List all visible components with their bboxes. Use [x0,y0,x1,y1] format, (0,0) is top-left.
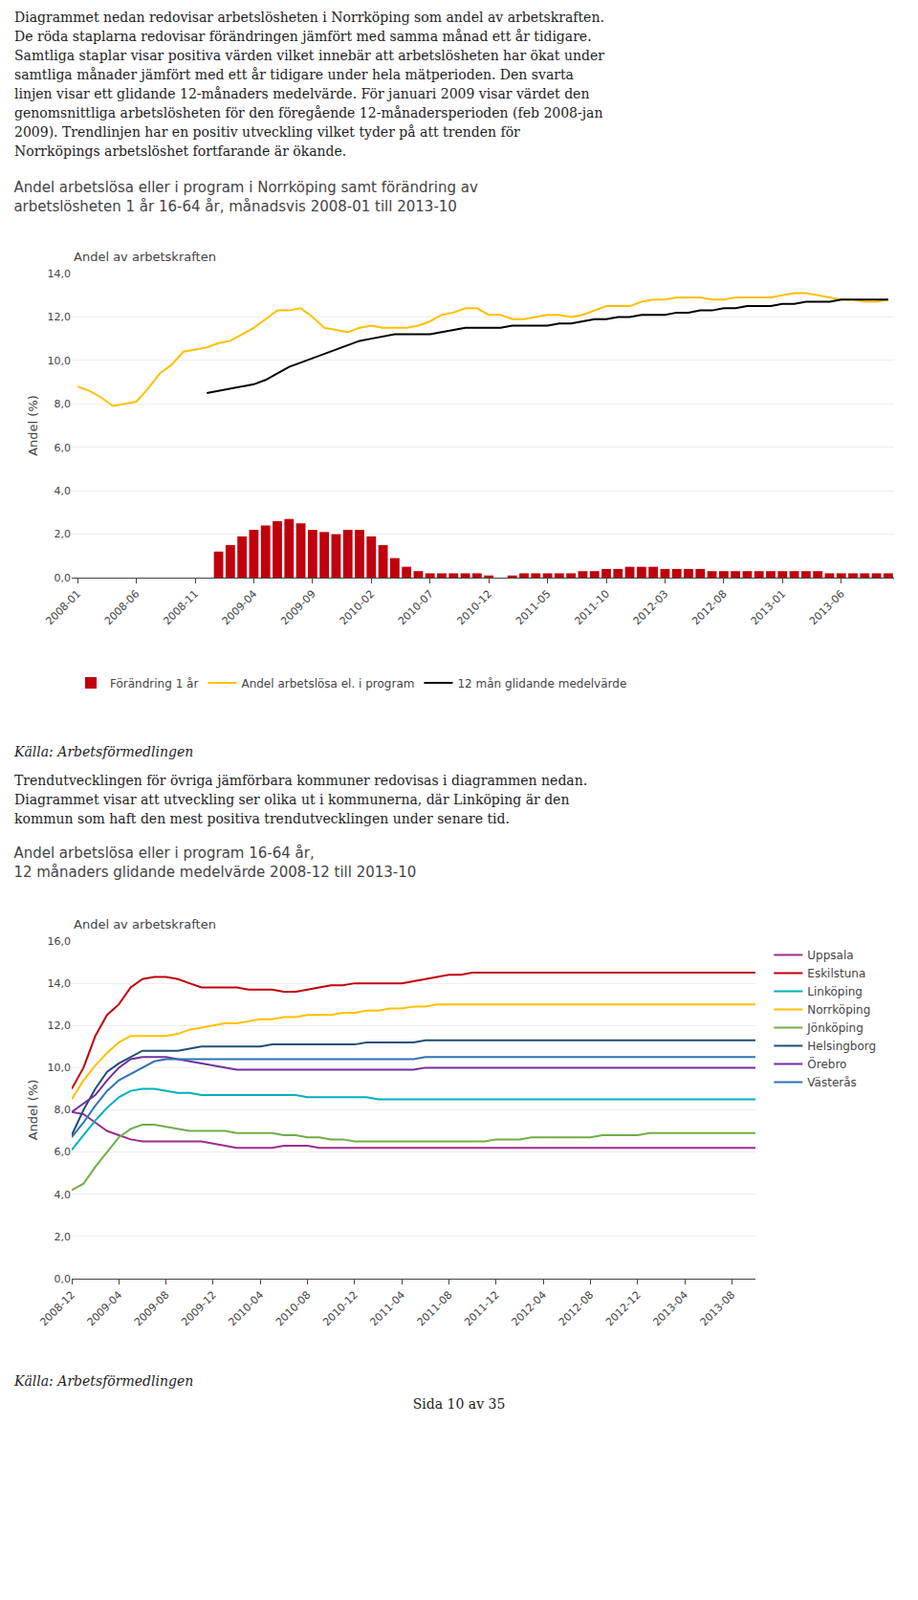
svg-text:2013-08: 2013-08 [698,1289,739,1330]
svg-text:8,0: 8,0 [54,397,72,411]
svg-text:Örebro: Örebro [807,1055,847,1071]
svg-text:2012-04: 2012-04 [508,1289,549,1330]
svg-text:2013-01: 2013-01 [748,588,789,629]
svg-text:2010-04: 2010-04 [226,1289,267,1330]
svg-text:14,0: 14,0 [47,267,72,281]
svg-text:2009-08: 2009-08 [131,1289,173,1330]
svg-text:2008-01: 2008-01 [43,588,84,629]
svg-text:2008-06: 2008-06 [102,588,143,629]
svg-text:2012-12: 2012-12 [603,1289,644,1330]
svg-text:2013-06: 2013-06 [807,588,848,629]
svg-text:2,0: 2,0 [54,527,72,541]
svg-text:2009-09: 2009-09 [278,588,319,629]
svg-text:2011-08: 2011-08 [415,1289,456,1330]
svg-text:Jönköping: Jönköping [806,1021,864,1035]
svg-text:2009-04: 2009-04 [219,588,261,629]
svg-text:2013-04: 2013-04 [650,1289,691,1330]
svg-text:Uppsala: Uppsala [807,948,853,962]
svg-text:0,0: 0,0 [54,571,72,585]
html-text:Källa: Arbetsförmedlingen: Källa: Arbetsförmedlingen [14,1373,194,1389]
svg-text:12,0: 12,0 [47,1019,72,1032]
html-text:Trendutvecklingen för övriga j: Trendutvecklingen för övriga jämförbara … [14,772,588,827]
svg-text:Eskilstuna: Eskilstuna [807,966,866,981]
svg-text:2009-04: 2009-04 [85,1289,126,1330]
svg-text:10,0: 10,0 [47,1061,72,1074]
svg-text:16,0: 16,0 [47,935,72,948]
svg-text:2010-12: 2010-12 [454,588,495,629]
svg-text:Andel arbetslösa el. i program: Andel arbetslösa el. i program [240,677,415,691]
svg-text:2,0: 2,0 [54,1230,72,1244]
html-text:Sida 10 av 35: Sida 10 av 35 [412,1396,506,1412]
svg-text:2010-08: 2010-08 [273,1289,314,1330]
html-text:Diagrammet nedan redovisar arb: Diagrammet nedan redovisar arbetslöshete… [14,9,605,159]
svg-text:10,0: 10,0 [47,354,72,368]
svg-text:Andel av arbetskraften: Andel av arbetskraften [73,249,217,264]
svg-text:2008-11: 2008-11 [160,588,201,629]
svg-text:2010-02: 2010-02 [337,588,378,629]
svg-text:Andel (%): Andel (%) [25,1079,41,1141]
svg-text:2012-03: 2012-03 [631,588,672,629]
svg-text:8,0: 8,0 [54,1103,72,1116]
svg-text:12 mån glidande medelvärde: 12 mån glidande medelvärde [457,677,627,691]
svg-text:Norrköping: Norrköping [807,1003,871,1017]
svg-text:2011-10: 2011-10 [571,588,612,629]
svg-text:2009-12: 2009-12 [178,1289,219,1330]
svg-text:Helsingborg: Helsingborg [807,1039,876,1053]
svg-text:Andel av arbetskraften: Andel av arbetskraften [73,917,217,932]
svg-text:2012-08: 2012-08 [556,1289,597,1330]
svg-text:2008-12: 2008-12 [37,1289,78,1330]
html-text:Källa: Arbetsförmedlingen: Källa: Arbetsförmedlingen [14,743,194,760]
svg-text:Andel arbetslösa eller i progr: Andel arbetslösa eller i program i Norrk… [13,178,478,216]
svg-text:2012-08: 2012-08 [689,588,730,629]
svg-text:4,0: 4,0 [54,1188,72,1202]
svg-text:12,0: 12,0 [47,310,72,324]
svg-text:2011-12: 2011-12 [461,1289,503,1330]
svg-text:4,0: 4,0 [54,484,72,498]
svg-text:0,0: 0,0 [54,1272,72,1286]
svg-text:2010-12: 2010-12 [320,1289,361,1330]
svg-text:Linköping: Linköping [807,984,863,999]
svg-text:2011-04: 2011-04 [367,1289,408,1330]
svg-text:6,0: 6,0 [54,441,72,455]
svg-text:Förändring 1 år: Förändring 1 år [109,677,198,691]
svg-text:14,0: 14,0 [47,977,72,990]
svg-text:Andel arbetslösa eller i progr: Andel arbetslösa eller i program 16-64 å… [13,844,416,881]
svg-text:Andel (%): Andel (%) [25,394,41,457]
svg-text:2010-07: 2010-07 [395,588,437,629]
svg-text:Västerås: Västerås [807,1075,857,1090]
svg-text:6,0: 6,0 [54,1145,72,1159]
svg-text:2011-05: 2011-05 [513,588,554,629]
